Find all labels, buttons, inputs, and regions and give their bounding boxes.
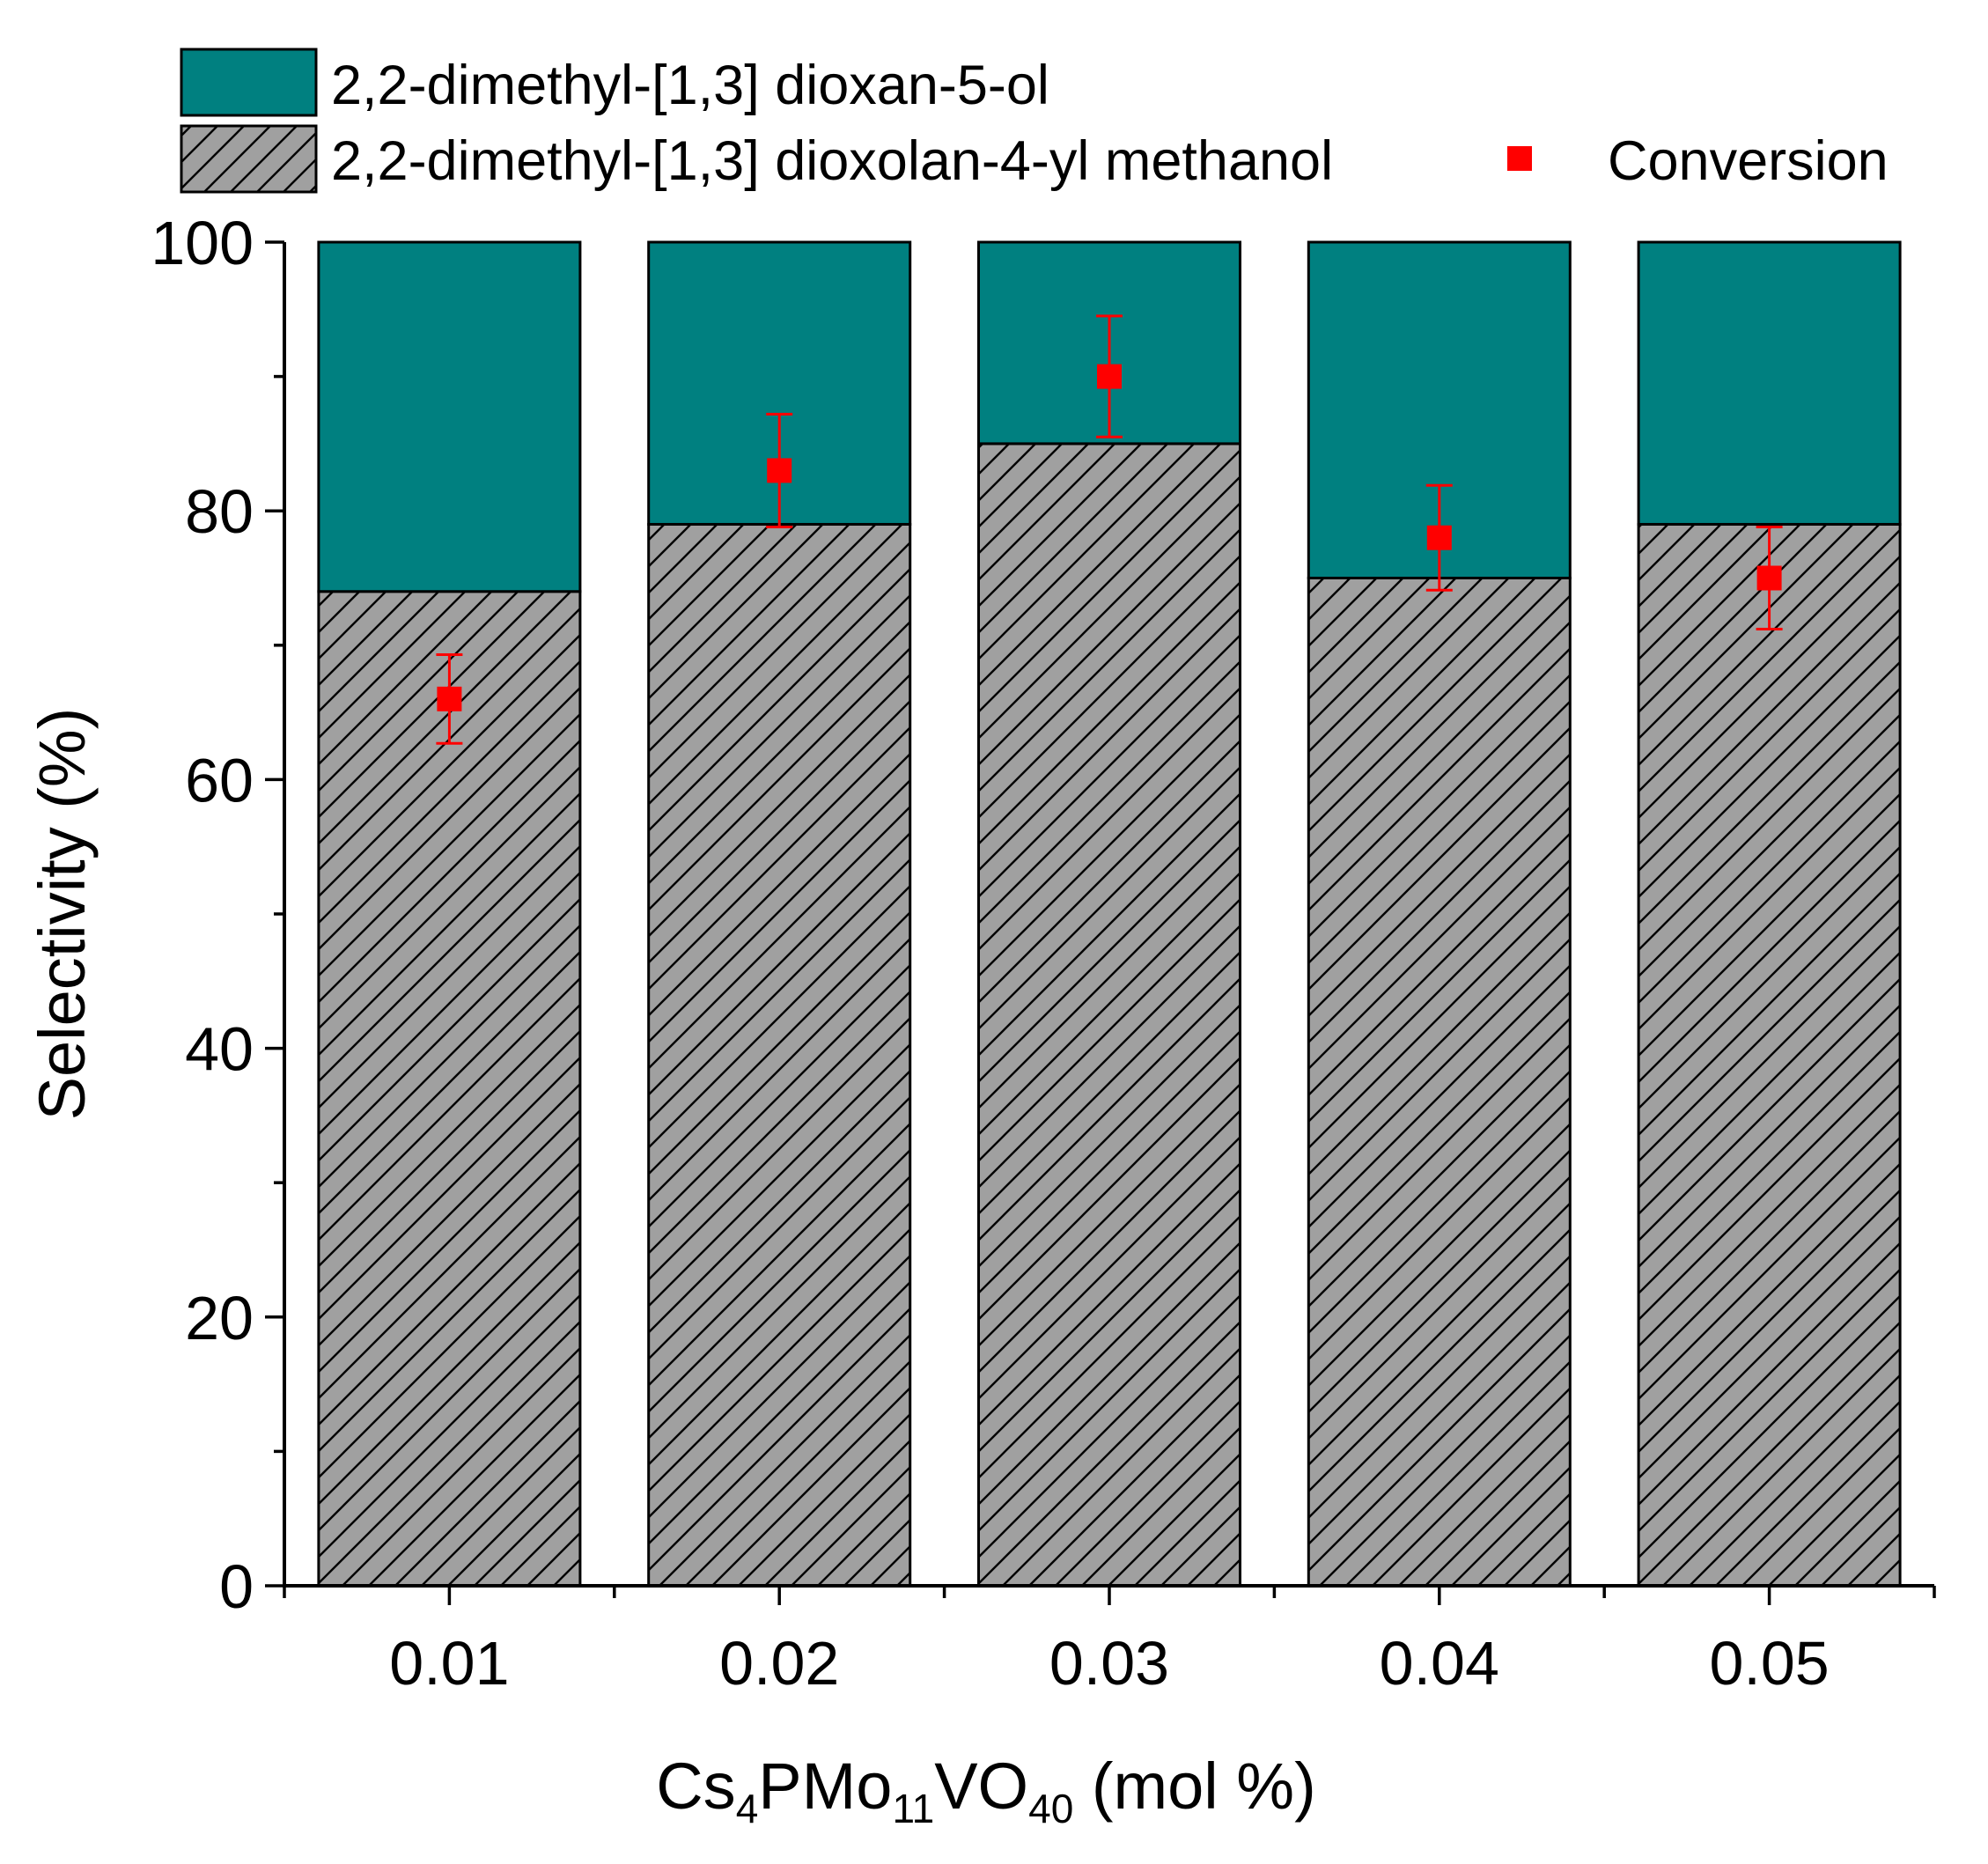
legend-label-dioxolanyl-methanol: 2,2-dimethyl-[1,3] dioxolan-4-yl methano… [331,130,1333,192]
x-axis-title: Cs4PMo11VO40 (mol %) [656,1750,1316,1831]
conversion-point-0.03 [1097,364,1122,389]
bar-dioxolanyl-methanol-0.04 [1307,577,1572,1588]
legend-label-conversion: Conversion [1608,130,1889,192]
x-tick-label-0.04: 0.04 [1380,1629,1499,1698]
x-tick-label-0.02: 0.02 [719,1629,839,1698]
y-tick-label-80: 80 [185,477,254,546]
conversion-point-0.04 [1426,525,1452,550]
legend-label-dioxanol: 2,2-dimethyl-[1,3] dioxan-5-ol [331,55,1049,116]
bar-dioxolanyl-methanol-0.05 [1637,522,1902,1588]
x-tick-label-0.01: 0.01 [389,1629,509,1698]
conversion-point-0.02 [767,458,792,483]
legend-swatch-dioxanol [180,48,318,117]
y-tick-label-60: 60 [185,746,254,814]
bar-dioxolanyl-methanol-0.02 [647,522,912,1588]
y-tick-label-100: 100 [151,209,254,277]
conversion-point-0.05 [1756,565,1782,591]
y-tick-label-0: 0 [219,1552,254,1621]
legend-swatch-dioxolanyl-methanol [180,124,318,194]
bar-dioxanol-0.05 [1637,240,1902,526]
x-tick-label-0.03: 0.03 [1049,1629,1169,1698]
x-tick-label-0.05: 0.05 [1709,1629,1829,1698]
conversion-point-0.01 [437,686,462,711]
legend-marker-conversion [1507,146,1532,171]
bar-dioxolanyl-methanol-0.01 [317,590,582,1588]
y-axis-title: Selectivity (%) [26,708,99,1121]
bar-dioxolanyl-methanol-0.03 [977,442,1241,1588]
y-tick-label-40: 40 [185,1015,254,1084]
y-tick-label-20: 20 [185,1284,254,1352]
bar-dioxanol-0.01 [317,240,582,593]
